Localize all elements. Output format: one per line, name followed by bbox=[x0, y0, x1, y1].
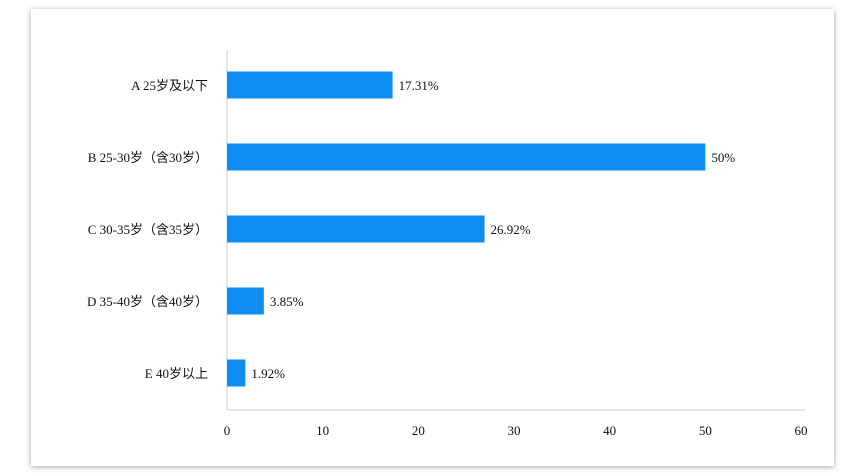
bar bbox=[227, 71, 393, 99]
y-tick-label: A 25岁及以下 bbox=[131, 78, 208, 93]
value-label: 3.85% bbox=[270, 294, 304, 309]
x-tick-label: 10 bbox=[316, 423, 329, 438]
value-label: 1.92% bbox=[251, 366, 285, 381]
x-tick-label: 0 bbox=[224, 423, 231, 438]
x-tick-label: 30 bbox=[508, 423, 521, 438]
bar bbox=[227, 215, 485, 243]
x-tick-label: 50 bbox=[699, 423, 712, 438]
bar bbox=[227, 143, 706, 171]
value-label: 26.92% bbox=[491, 222, 531, 237]
y-tick-label: D 35-40岁（含40岁） bbox=[87, 294, 208, 309]
x-tick-label: 40 bbox=[603, 423, 616, 438]
x-tick-label: 20 bbox=[412, 423, 425, 438]
bar bbox=[227, 359, 246, 387]
y-tick-label: B 25-30岁（含30岁） bbox=[88, 150, 208, 165]
value-label: 17.31% bbox=[399, 78, 439, 93]
bar bbox=[227, 287, 264, 315]
y-tick-label: C 30-35岁（含35岁） bbox=[88, 222, 208, 237]
y-tick-label: E 40岁以上 bbox=[145, 366, 208, 381]
value-label: 50% bbox=[711, 150, 735, 165]
x-tick-label: 60 bbox=[795, 423, 808, 438]
